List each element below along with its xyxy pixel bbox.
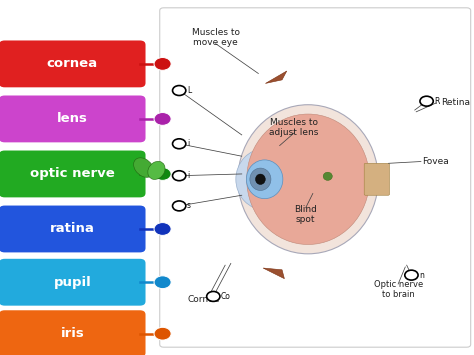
Circle shape (154, 327, 171, 340)
Text: n: n (419, 271, 424, 280)
Ellipse shape (246, 114, 370, 245)
Text: s: s (187, 201, 191, 211)
FancyBboxPatch shape (0, 40, 146, 87)
Ellipse shape (236, 149, 293, 210)
Ellipse shape (250, 168, 271, 190)
Circle shape (154, 168, 171, 180)
Text: optic nerve: optic nerve (30, 168, 115, 180)
Text: cornea: cornea (47, 58, 98, 70)
Text: Retina: Retina (441, 98, 470, 108)
Text: Fovea: Fovea (422, 157, 448, 166)
FancyBboxPatch shape (0, 206, 146, 252)
Text: Cornea: Cornea (188, 295, 220, 305)
Circle shape (154, 58, 171, 70)
FancyBboxPatch shape (0, 259, 146, 306)
Text: Muscles to
adjust lens: Muscles to adjust lens (269, 118, 319, 137)
Text: Muscles to
move eye: Muscles to move eye (191, 28, 240, 47)
Circle shape (154, 113, 171, 125)
Text: Blind
spot: Blind spot (294, 205, 317, 224)
FancyBboxPatch shape (0, 95, 146, 142)
FancyBboxPatch shape (0, 151, 146, 197)
Polygon shape (265, 71, 287, 83)
Text: i: i (187, 139, 189, 148)
Circle shape (154, 276, 171, 289)
Text: Co: Co (221, 292, 231, 301)
Ellipse shape (246, 160, 283, 199)
Text: L: L (187, 86, 191, 95)
Text: Optic nerve
to brain: Optic nerve to brain (374, 280, 423, 299)
Text: R: R (434, 97, 439, 106)
Circle shape (154, 223, 171, 235)
Circle shape (173, 86, 186, 95)
Text: ratina: ratina (50, 223, 95, 235)
Polygon shape (263, 268, 284, 279)
Circle shape (173, 201, 186, 211)
Text: pupil: pupil (54, 276, 91, 289)
Ellipse shape (238, 105, 378, 254)
FancyBboxPatch shape (364, 163, 390, 195)
Ellipse shape (323, 172, 332, 180)
FancyBboxPatch shape (0, 310, 146, 355)
FancyBboxPatch shape (160, 8, 471, 347)
Text: lens: lens (57, 113, 88, 125)
Text: iris: iris (60, 327, 84, 340)
Circle shape (207, 291, 220, 301)
Text: i: i (187, 171, 189, 180)
Ellipse shape (255, 174, 265, 185)
Ellipse shape (134, 158, 154, 177)
Circle shape (405, 270, 418, 280)
Ellipse shape (148, 161, 165, 180)
Circle shape (173, 171, 186, 181)
Circle shape (420, 96, 433, 106)
Circle shape (173, 139, 186, 149)
